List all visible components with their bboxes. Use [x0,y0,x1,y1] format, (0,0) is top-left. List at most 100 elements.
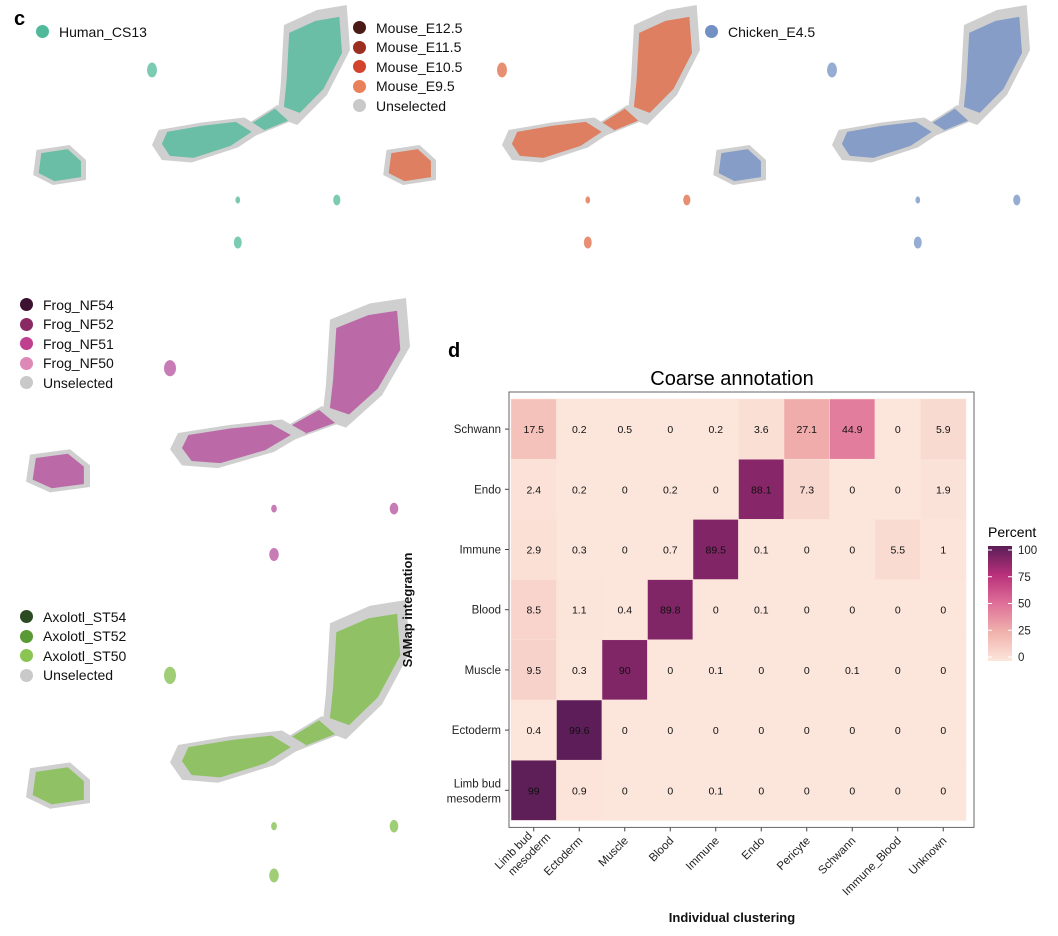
umap-cluster-highlight [161,121,252,158]
umap-island [827,62,837,78]
y-tick-label: Muscle [465,665,501,677]
x-tick-label: Blood [647,835,676,864]
legend-dot-icon [36,25,49,39]
umap-cluster-highlight [718,149,761,182]
heatmap-cell [556,699,603,761]
colorbar-tick-label: 100 [1018,545,1037,557]
legend-label: Axolotl_ST50 [43,647,127,664]
cell-value-label: 0.2 [663,484,678,496]
umap-cluster-highlight [841,121,932,158]
heatmap-cell [510,699,557,761]
panel-letter-c: c [14,8,26,30]
x-tick-label: Pericyte [775,835,813,873]
heatmap-cell [601,579,648,641]
legend-label: Unselected [43,667,114,684]
legend-item: Mouse_E9.5 [353,77,462,97]
umap-legend: Axolotl_ST54 Axolotl_ST52 Axolotl_ST50 Unse… [20,607,126,685]
cell-value-label: 0 [667,725,673,737]
cell-value-label: 0 [622,545,628,557]
umap-legend: Frog_NF54 Frog_NF52 Frog_NF51 Frog_NF50 Unse… [20,295,114,393]
cell-value-label: 0 [804,785,810,797]
umap-cluster-highlight [963,16,1022,113]
heatmap-cell [874,759,921,821]
cell-value-label: 0 [758,725,764,737]
legend-dot-icon [20,629,33,643]
legend-label: Frog_NF51 [43,335,114,352]
umap-island [164,666,176,685]
umap-cluster-highlight [182,424,291,464]
cell-value-label: 0 [713,605,719,617]
cell-value-label: 0.7 [663,545,678,557]
cell-value-label: 27.1 [797,424,818,436]
legend-item: Frog_NF54 [20,295,114,315]
panel-letter-d: d [448,340,461,362]
umap-cluster-highlight [38,149,81,182]
heatmap-cell [556,398,603,460]
heatmap-cell [738,759,785,821]
cell-value-label: 0 [940,605,946,617]
y-tick-label: Immune [459,545,501,557]
cell-value-label: 0 [940,725,946,737]
x-tick-label: Endo [740,835,767,862]
umap-cluster-highlight [329,613,401,726]
cell-value-label: 99 [528,785,540,797]
umap-island [269,868,279,883]
cell-value-label: 88.1 [751,484,772,496]
heatmap-cell [874,519,921,580]
colorbar-tick-label: 25 [1018,625,1031,637]
cell-value-label: 7.3 [799,484,814,496]
legend-dot-icon [20,298,33,312]
legend-label: Frog_NF52 [43,316,114,333]
cell-value-label: 0 [622,725,628,737]
heatmap-cell [874,639,921,701]
umap-legend: Chicken_E4.5 [705,22,815,42]
cell-value-label: 0 [804,725,810,737]
heatmap-cell [738,699,785,761]
legend-dot-icon [353,99,366,113]
cell-value-label: 1.1 [572,605,587,617]
heatmap-cell [874,398,921,460]
x-tick-label: Schwann [816,835,858,877]
umap-island [585,196,591,204]
heatmap-cell [920,519,967,580]
cell-value-label: 0.1 [754,605,769,617]
heatmap-cell [556,519,603,580]
legend-dot-icon [20,376,33,390]
x-tick-label: Muscle [597,835,631,869]
cell-value-label: 89.5 [706,545,727,557]
umap-cluster-highlight [32,767,84,805]
heatmap-cell [920,639,967,701]
umap-plot [383,5,700,249]
heatmap-cell [692,639,739,701]
legend-label: Mouse_E11.5 [376,39,462,56]
cell-value-label: 0.3 [572,545,587,557]
heatmap-cell [510,759,557,821]
x-axis-title: Individual clustering [669,910,795,925]
cell-value-label: 0 [940,665,946,677]
cell-value-label: 0 [940,785,946,797]
umap-island [269,548,279,561]
cell-value-label: 0 [895,484,901,496]
cell-value-label: 0.5 [617,424,632,436]
heatmap-cell [601,398,648,460]
legend-dot-icon [20,317,33,331]
heatmap-cell [829,699,876,761]
legend-label: Frog_NF50 [43,355,114,372]
heatmap-cell [920,699,967,761]
x-tick-label: Unknown [907,835,949,877]
cell-value-label: 0 [849,484,855,496]
legend-dot-icon [20,610,33,624]
y-tick-label: Blood [472,605,501,617]
heatmap-cell [647,759,694,821]
x-tick-label: Immune [684,835,722,873]
heatmap-cell [829,519,876,580]
cell-value-label: 0 [804,545,810,557]
heatmap-cell [601,639,648,701]
cell-value-label: 0.9 [572,785,587,797]
heatmap-cell [601,699,648,761]
heatmap-cell [692,759,739,821]
legend-item: Mouse_E12.5 [353,18,462,38]
cell-value-label: 99.6 [569,725,590,737]
